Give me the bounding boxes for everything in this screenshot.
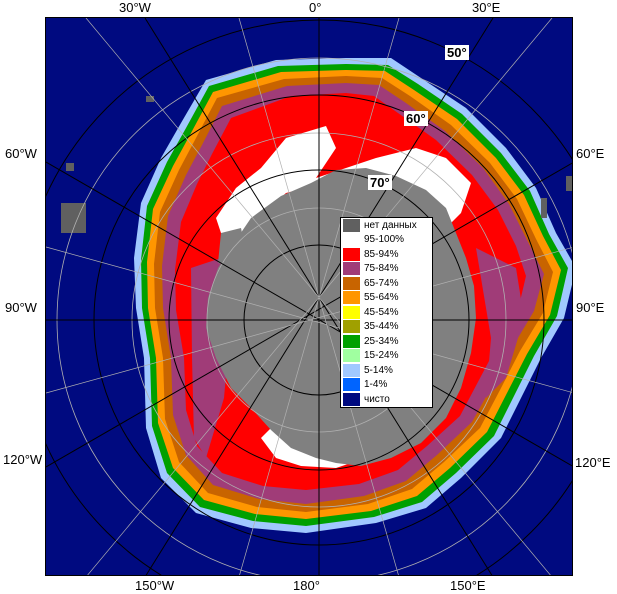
lon-label: 0° bbox=[309, 0, 322, 15]
legend-item: 5-14% bbox=[341, 363, 432, 378]
legend-label: нет данных bbox=[364, 219, 417, 231]
legend-swatch bbox=[343, 218, 360, 232]
legend-label: 1-4% bbox=[364, 379, 388, 391]
legend-item: 85-94% bbox=[341, 247, 432, 262]
legend-label: 85-94% bbox=[364, 248, 399, 260]
legend-item: 1-4% bbox=[341, 378, 432, 393]
map-panel bbox=[45, 17, 573, 576]
legend-item: 25-34% bbox=[341, 334, 432, 349]
lon-label: 180° bbox=[293, 578, 320, 593]
legend-item: 35-44% bbox=[341, 320, 432, 335]
lat-label: 60° bbox=[404, 111, 428, 126]
legend-item: 15-24% bbox=[341, 349, 432, 364]
legend-swatch bbox=[343, 247, 360, 261]
legend-label: 95-100% bbox=[364, 234, 405, 246]
legend-label: 15-24% bbox=[364, 350, 399, 362]
legend-swatch bbox=[343, 349, 360, 363]
legend-label: 75-84% bbox=[364, 263, 399, 275]
legend-swatch bbox=[343, 363, 360, 377]
lon-label: 60°E bbox=[576, 146, 605, 161]
lon-label: 30°E bbox=[472, 0, 501, 15]
no-data-patch bbox=[146, 96, 154, 102]
lat-label: 50° bbox=[445, 45, 469, 60]
legend-item: нет данных bbox=[341, 218, 432, 233]
legend-label: 65-74% bbox=[364, 277, 399, 289]
legend-label: чисто bbox=[364, 393, 390, 405]
legend-label: 5-14% bbox=[364, 364, 393, 376]
lon-label: 120°E bbox=[575, 455, 611, 470]
legend-item: 95-100% bbox=[341, 233, 432, 248]
legend-item: 75-84% bbox=[341, 262, 432, 277]
legend-label: 35-44% bbox=[364, 321, 399, 333]
lon-label: 30°W bbox=[119, 0, 151, 15]
legend-swatch bbox=[343, 262, 360, 276]
lon-label: 60°W bbox=[5, 146, 37, 161]
antarctica-peninsula bbox=[218, 228, 246, 268]
no-data-patch bbox=[541, 198, 547, 218]
legend-swatch bbox=[343, 291, 360, 305]
legend-swatch bbox=[343, 276, 360, 290]
legend-swatch bbox=[343, 320, 360, 334]
no-data-patch bbox=[66, 163, 74, 171]
legend-swatch bbox=[343, 233, 360, 247]
lon-label: 90°W bbox=[5, 300, 37, 315]
legend: нет данных 95-100% 85-94% 75-84% 65-74% 55-64… bbox=[340, 217, 433, 408]
legend-swatch bbox=[343, 392, 360, 406]
legend-label: 55-64% bbox=[364, 292, 399, 304]
legend-label: 25-34% bbox=[364, 335, 399, 347]
lat-label: 70° bbox=[368, 175, 392, 190]
legend-item: 45-54% bbox=[341, 305, 432, 320]
ice-patch-purple bbox=[476, 248, 524, 398]
meridian-lines-minor bbox=[46, 18, 572, 575]
polar-map bbox=[46, 18, 572, 575]
lon-label: 150°W bbox=[135, 578, 175, 593]
legend-item: 55-64% bbox=[341, 291, 432, 306]
legend-swatch bbox=[343, 378, 360, 392]
lon-label: 150°E bbox=[450, 578, 486, 593]
legend-label: 45-54% bbox=[364, 306, 399, 318]
lon-label: 120°W bbox=[3, 452, 43, 467]
legend-swatch bbox=[343, 334, 360, 348]
legend-item: 65-74% bbox=[341, 276, 432, 291]
legend-swatch bbox=[343, 305, 360, 319]
no-data-patch bbox=[566, 176, 572, 191]
legend-item: чисто bbox=[341, 392, 432, 407]
lon-label: 90°E bbox=[576, 300, 605, 315]
